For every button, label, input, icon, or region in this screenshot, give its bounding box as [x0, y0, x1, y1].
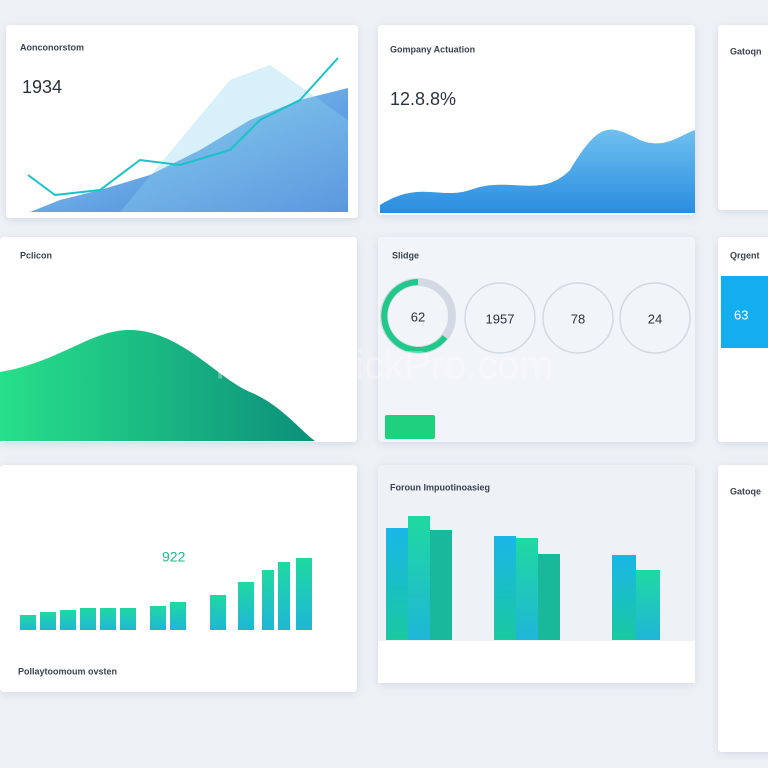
card-title: Aonconorstom — [20, 42, 84, 52]
card-value: 63 — [734, 307, 748, 322]
area — [30, 88, 348, 212]
card-title: Gatoqn — [730, 46, 762, 56]
card-title: Foroun Impuotinoasieg — [390, 482, 490, 492]
area — [0, 330, 315, 441]
card — [718, 465, 768, 752]
area — [120, 65, 348, 212]
table — [378, 641, 695, 683]
gauge — [464, 282, 536, 354]
card — [0, 465, 357, 692]
gauge-arc — [381, 279, 448, 353]
card-title: Gatoqe — [730, 486, 761, 496]
card-value: 922 — [162, 549, 186, 565]
gauge — [619, 282, 691, 354]
card-title: Slidge — [392, 250, 419, 260]
watermark: KonardtickPro.com — [215, 344, 553, 388]
gauge-value: 1957 — [486, 311, 515, 326]
bars — [386, 516, 660, 640]
area — [380, 129, 695, 213]
bars — [20, 558, 312, 630]
card — [718, 25, 768, 210]
line — [27, 57, 339, 197]
card-footer: Pollaytoomoum ovsten — [18, 666, 117, 676]
card — [378, 237, 695, 442]
gauge — [542, 282, 614, 354]
card-title: Gompany Actuation — [390, 44, 475, 54]
gauge-value: 62 — [411, 309, 425, 324]
card-title: Pclicon — [20, 250, 52, 260]
gauge-value: 78 — [571, 311, 585, 326]
card-title: Qrgent — [730, 250, 760, 260]
card-value: 12.8.8% — [390, 89, 456, 109]
button[interactable] — [385, 415, 435, 439]
card-value: 1934 — [22, 77, 62, 97]
highlight — [721, 276, 768, 348]
gauge-value: 24 — [648, 311, 662, 326]
